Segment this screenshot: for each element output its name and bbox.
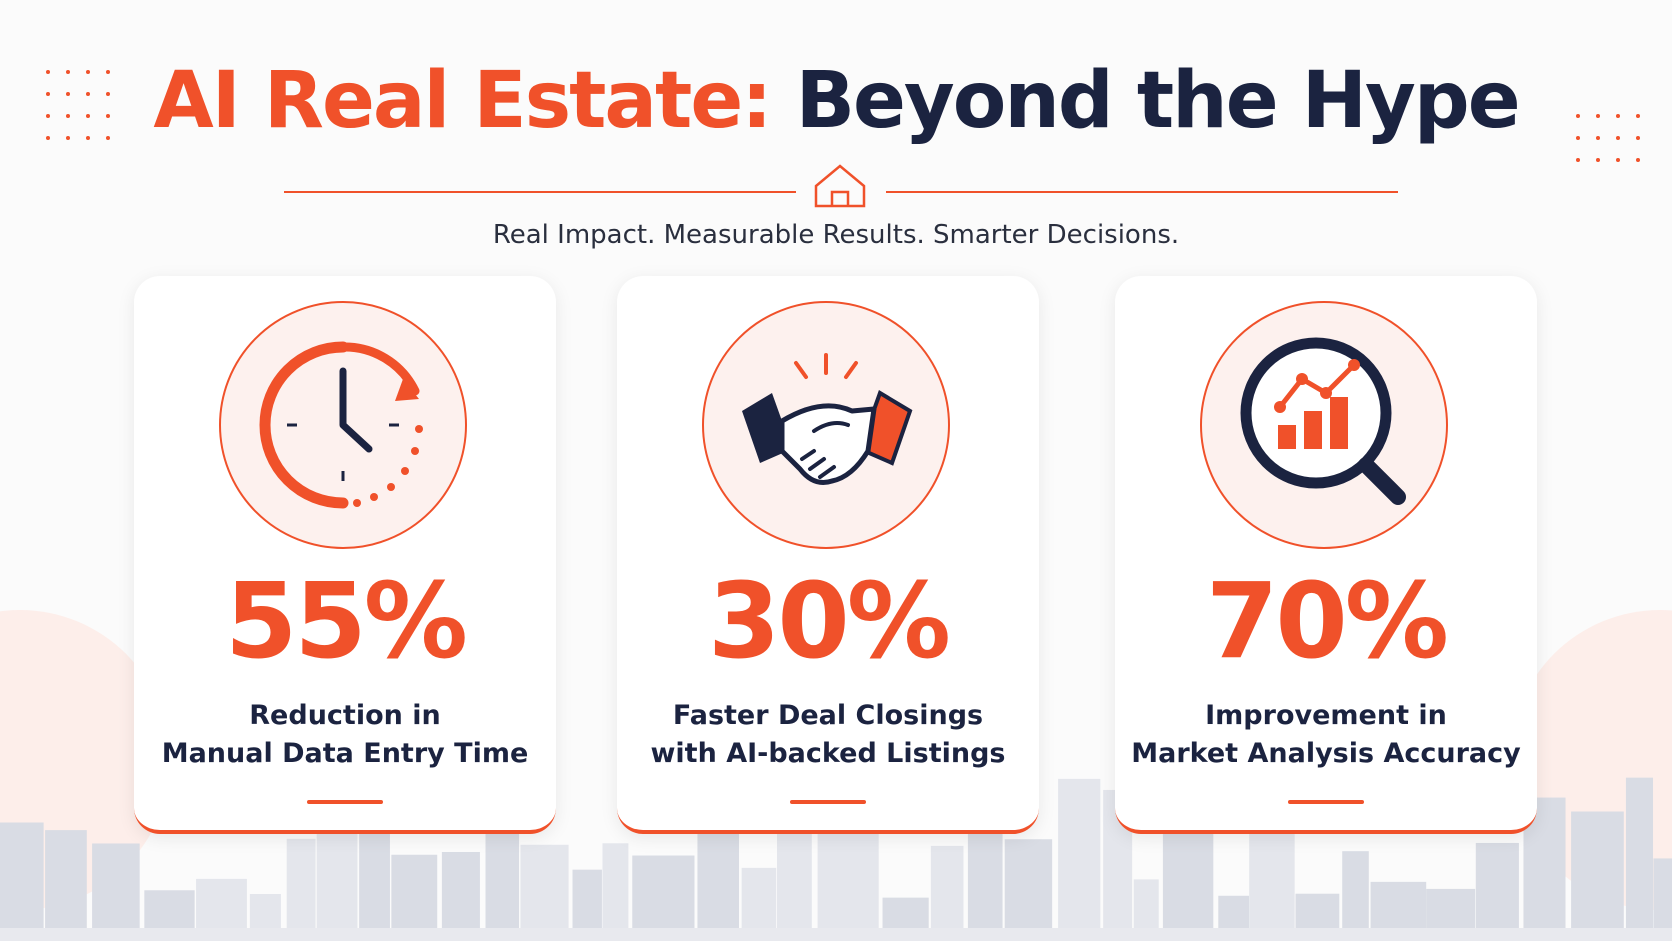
building bbox=[1625, 777, 1654, 941]
building bbox=[1653, 858, 1672, 941]
cityscape bbox=[0, 763, 1672, 941]
dot bbox=[46, 136, 50, 140]
building bbox=[1571, 811, 1624, 941]
dot bbox=[46, 70, 50, 74]
building bbox=[1342, 851, 1369, 941]
stat-card: 30% Faster Deal Closings with AI-backed … bbox=[617, 276, 1039, 834]
dot bbox=[66, 136, 70, 140]
stat-label: Manual Data Entry Time bbox=[161, 738, 529, 769]
dot bbox=[1576, 136, 1580, 140]
dot bbox=[66, 92, 70, 96]
building bbox=[286, 838, 316, 941]
stat-value: 70% bbox=[1206, 560, 1449, 682]
dot bbox=[66, 114, 70, 118]
handshake-icon bbox=[742, 353, 913, 485]
stat-card: 70% Improvement in Market Analysis Accur… bbox=[1115, 276, 1537, 834]
dot bbox=[1616, 158, 1620, 162]
decor-dots bbox=[46, 70, 1640, 162]
dot bbox=[1636, 136, 1640, 140]
dot bbox=[86, 136, 90, 140]
dot bbox=[46, 92, 50, 96]
dot bbox=[1616, 114, 1620, 118]
clock-icon bbox=[259, 341, 423, 509]
building bbox=[930, 845, 964, 941]
dot bbox=[106, 70, 110, 74]
stat-value: 30% bbox=[708, 560, 951, 682]
building bbox=[1475, 842, 1519, 941]
title-highlight: AI Real Estate: bbox=[153, 56, 772, 146]
dot bbox=[1636, 158, 1640, 162]
building bbox=[45, 830, 87, 941]
stat-label: with AI-backed Listings bbox=[650, 738, 1006, 769]
house-icon bbox=[814, 164, 866, 208]
title: AI Real Estate: Beyond the Hype bbox=[0, 56, 1672, 146]
dot bbox=[1576, 114, 1580, 118]
building bbox=[92, 843, 140, 941]
dot bbox=[66, 70, 70, 74]
dot bbox=[1576, 158, 1580, 162]
dot bbox=[106, 114, 110, 118]
stat-label: Market Analysis Accuracy bbox=[1131, 738, 1521, 769]
dot bbox=[86, 70, 90, 74]
dot bbox=[86, 92, 90, 96]
dot bbox=[1596, 158, 1600, 162]
building bbox=[1058, 778, 1101, 941]
title-rest: Beyond the Hype bbox=[795, 56, 1521, 146]
building bbox=[1004, 839, 1053, 941]
ground bbox=[0, 928, 1672, 941]
stat-card: 55% Reduction in Manual Data Entry Time bbox=[134, 276, 556, 834]
stat-label: Faster Deal Closings bbox=[672, 700, 984, 731]
dot bbox=[1596, 114, 1600, 118]
building bbox=[316, 823, 358, 941]
accent-bar bbox=[307, 800, 383, 804]
stat-label: Reduction in bbox=[249, 700, 441, 731]
stat-label: Improvement in bbox=[1205, 700, 1447, 731]
accent-bar bbox=[790, 800, 866, 804]
building bbox=[632, 855, 695, 941]
dot bbox=[1636, 114, 1640, 118]
building bbox=[602, 843, 629, 941]
dot bbox=[86, 114, 90, 118]
accent-bar bbox=[1288, 800, 1364, 804]
subtitle: Real Impact. Measurable Results. Smarter… bbox=[492, 220, 1180, 250]
stat-value: 55% bbox=[225, 560, 468, 682]
dot bbox=[106, 136, 110, 140]
building bbox=[0, 822, 44, 941]
building bbox=[520, 844, 569, 941]
analysis-icon bbox=[1240, 337, 1406, 505]
building bbox=[391, 854, 438, 941]
dot bbox=[1616, 136, 1620, 140]
building bbox=[441, 851, 480, 941]
dot bbox=[1596, 136, 1600, 140]
dot bbox=[106, 92, 110, 96]
dot bbox=[46, 114, 50, 118]
